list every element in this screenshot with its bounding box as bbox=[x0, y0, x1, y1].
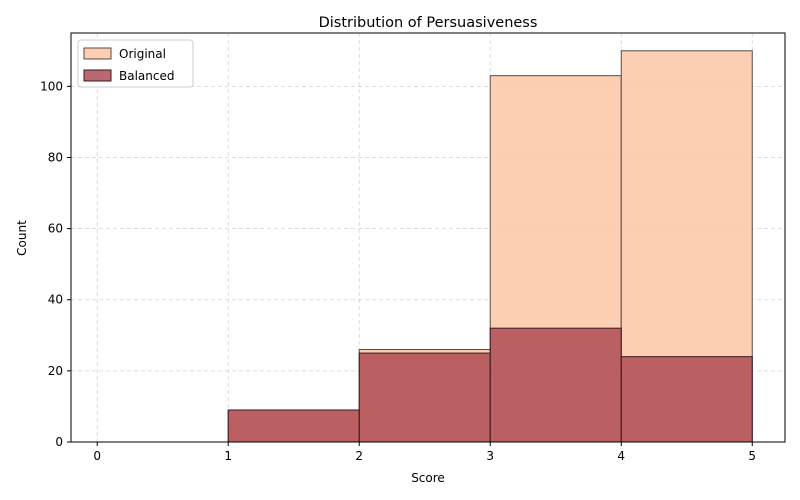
x-tick-label: 1 bbox=[224, 449, 232, 463]
bar-balanced-2 bbox=[358, 352, 491, 443]
y-axis-label: Count bbox=[15, 220, 29, 256]
legend: Original Balanced bbox=[77, 39, 194, 88]
legend-swatch-original bbox=[83, 47, 112, 60]
legend-swatch-balanced bbox=[83, 69, 112, 82]
y-tick-label: 40 bbox=[48, 293, 63, 307]
y-tick-label: 100 bbox=[40, 79, 63, 93]
bar-balanced-1 bbox=[227, 409, 360, 443]
x-tick-label: 3 bbox=[486, 449, 494, 463]
x-tick-label: 5 bbox=[748, 449, 756, 463]
bar-balanced-4 bbox=[620, 356, 753, 443]
bars bbox=[227, 50, 753, 443]
y-tick-label: 60 bbox=[48, 222, 63, 236]
x-axis-label: Score bbox=[411, 471, 445, 485]
y-tick-label: 0 bbox=[55, 435, 63, 449]
x-tick-label: 0 bbox=[93, 449, 101, 463]
legend-label-balanced: Balanced bbox=[119, 69, 174, 83]
x-tick-label: 4 bbox=[617, 449, 625, 463]
bar-balanced-3 bbox=[489, 327, 622, 443]
plot-frame bbox=[70, 32, 786, 443]
y-tick-label: 20 bbox=[48, 364, 63, 378]
y-tick-label: 80 bbox=[48, 150, 63, 164]
y-axis-ticks: 0 20 40 60 80 100 bbox=[40, 79, 71, 449]
chart-title: Distribution of Persuasiveness bbox=[319, 15, 538, 31]
x-tick-label: 2 bbox=[355, 449, 363, 463]
legend-label-original: Original bbox=[119, 47, 166, 61]
x-axis-ticks: 0 1 2 3 4 5 bbox=[93, 442, 756, 463]
